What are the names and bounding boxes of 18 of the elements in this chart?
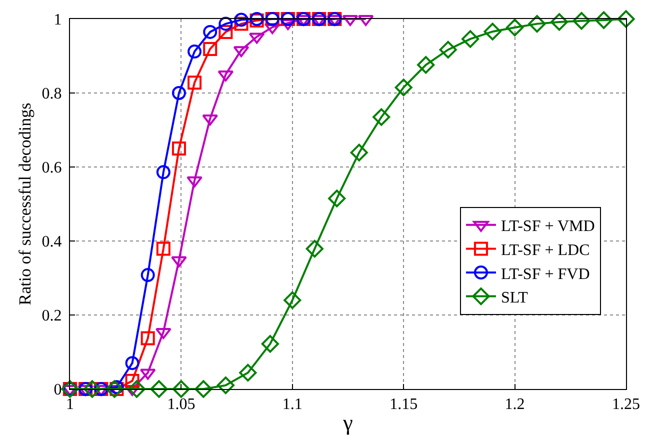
x-axis-title: γ [342,410,354,436]
x-tick-label: 1 [66,396,74,414]
y-axis-title: Ratio of successful decodings [15,102,34,306]
legend-label: LT-SF + LDC [500,242,590,259]
y-tick-label: 0.6 [42,160,62,177]
y-tick-label: 0 [54,382,62,399]
legend-label: SLT [500,290,528,307]
y-tick-label: 1 [54,12,62,29]
legend-label: LT-SF + FVD [500,266,590,283]
x-tick-label: 1.25 [612,396,640,414]
y-tick-label: 0.2 [42,308,62,325]
x-tick-label: 1.05 [167,396,196,414]
legend-label: LT-SF + VMD [500,218,595,236]
y-tick-label: 0.4 [42,234,62,251]
y-tick-label: 0.8 [42,86,62,103]
x-tick-label: 1.15 [390,396,418,414]
x-tick-label: 1.2 [504,396,525,414]
x-tick-label: 1.1 [282,396,302,414]
